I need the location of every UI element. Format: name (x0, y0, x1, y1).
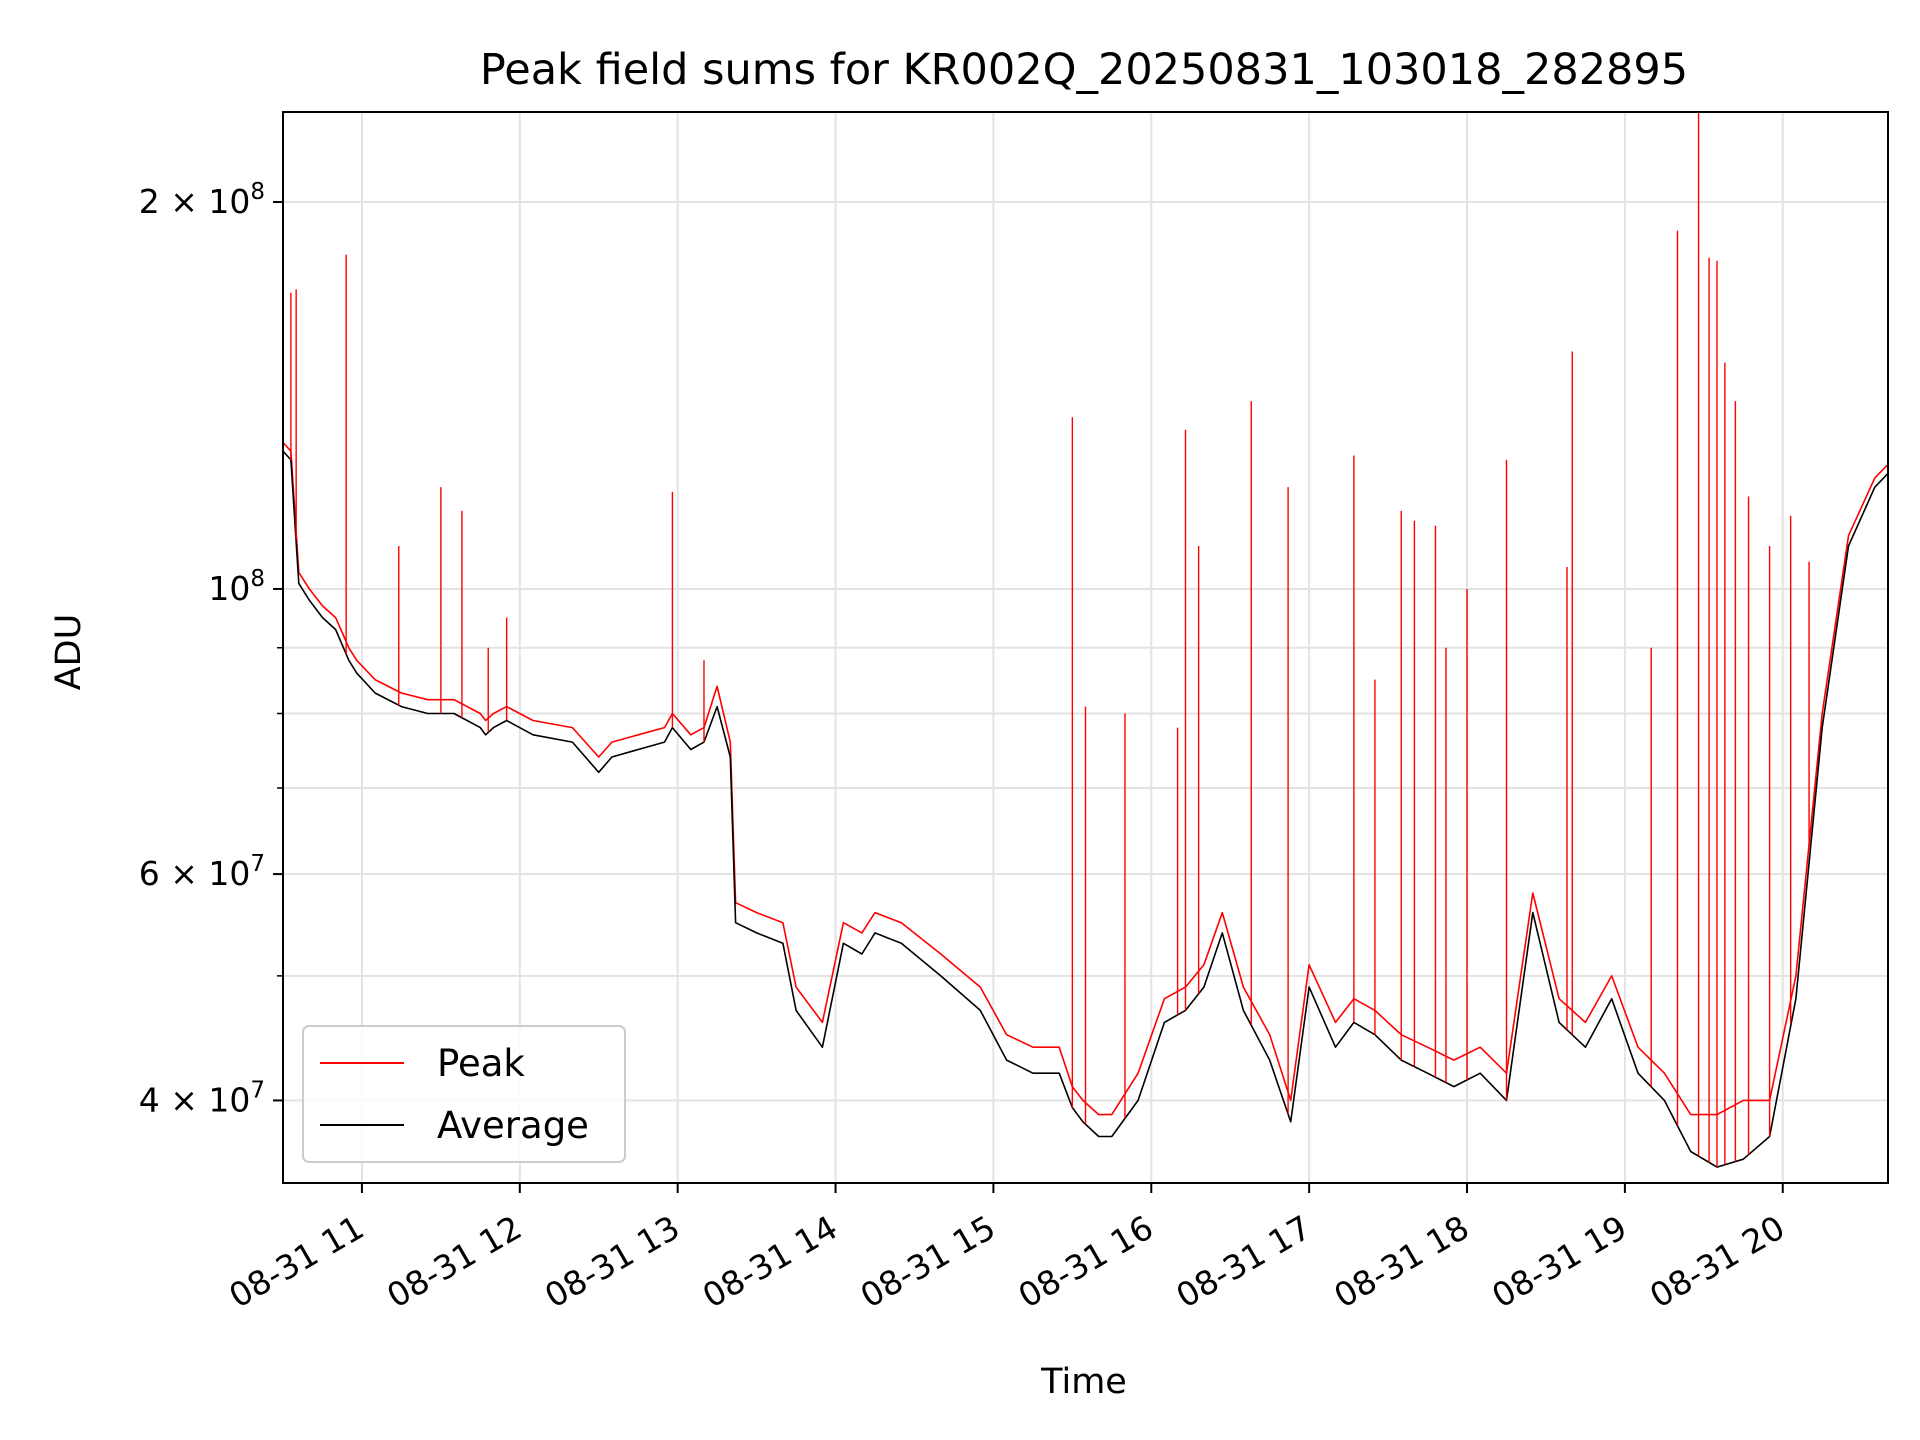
series-line-average (282, 450, 1889, 1168)
legend-label-peak: Peak (437, 1042, 525, 1085)
chart-title: Peak field sums for KR002Q_20250831_1030… (480, 45, 1688, 95)
series-line-peak (282, 441, 1889, 1116)
y-tick-label: 2 × 108 (139, 179, 265, 221)
x-axis-label: Time (1040, 1362, 1127, 1402)
series-lines (282, 112, 1889, 1168)
y-axis-label: ADU (49, 614, 89, 691)
legend: Peak Average (302, 1025, 626, 1163)
y-tick-label: 4 × 107 (139, 1077, 265, 1119)
y-tick-label: 108 (208, 566, 265, 608)
y-tick-label: 6 × 107 (139, 851, 265, 893)
legend-box (302, 1025, 626, 1163)
legend-label-average: Average (437, 1104, 589, 1147)
